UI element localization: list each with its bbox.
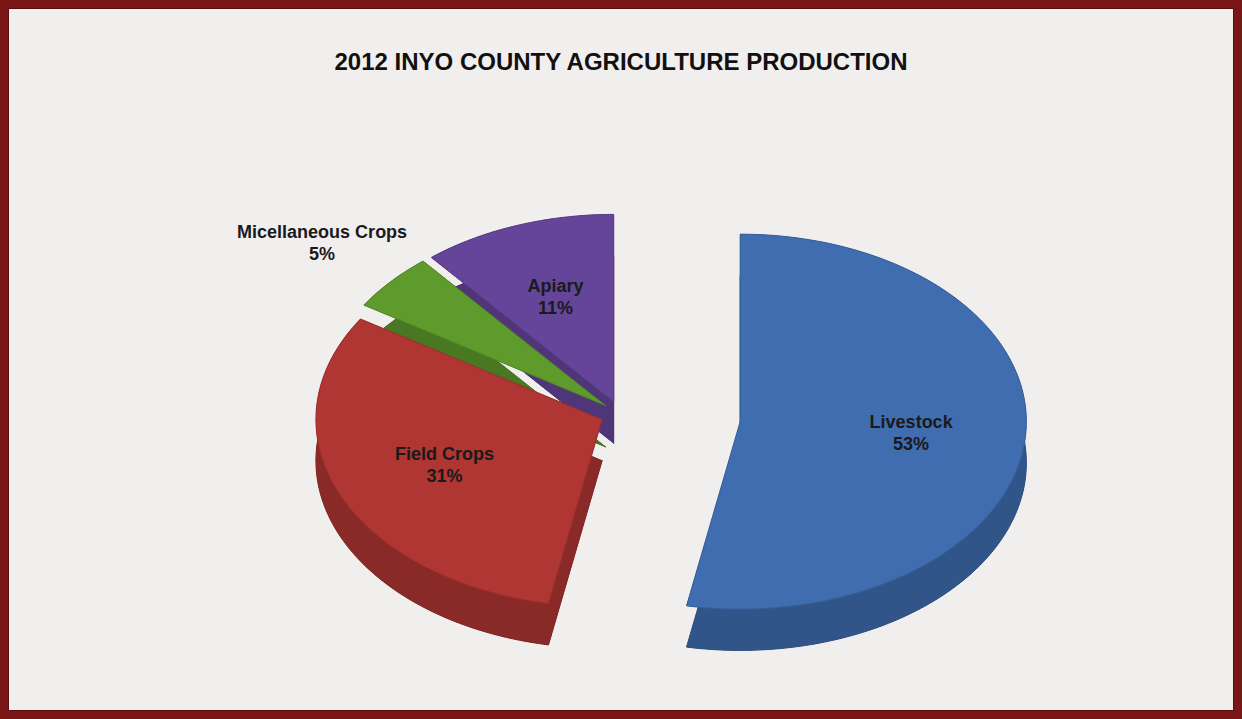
svg-text:Livestock53%: Livestock53% (870, 412, 954, 454)
svg-text:Field Crops31%: Field Crops31% (395, 444, 494, 486)
html-text:2012 INYO COUNTY AGRICULTURE P: 2012 INYO COUNTY AGRICULTURE PRODUCTION (334, 48, 908, 75)
svg-text:Micellaneous Crops5%: Micellaneous Crops5% (237, 222, 407, 264)
svg-text:Apiary11%: Apiary11% (528, 276, 584, 318)
